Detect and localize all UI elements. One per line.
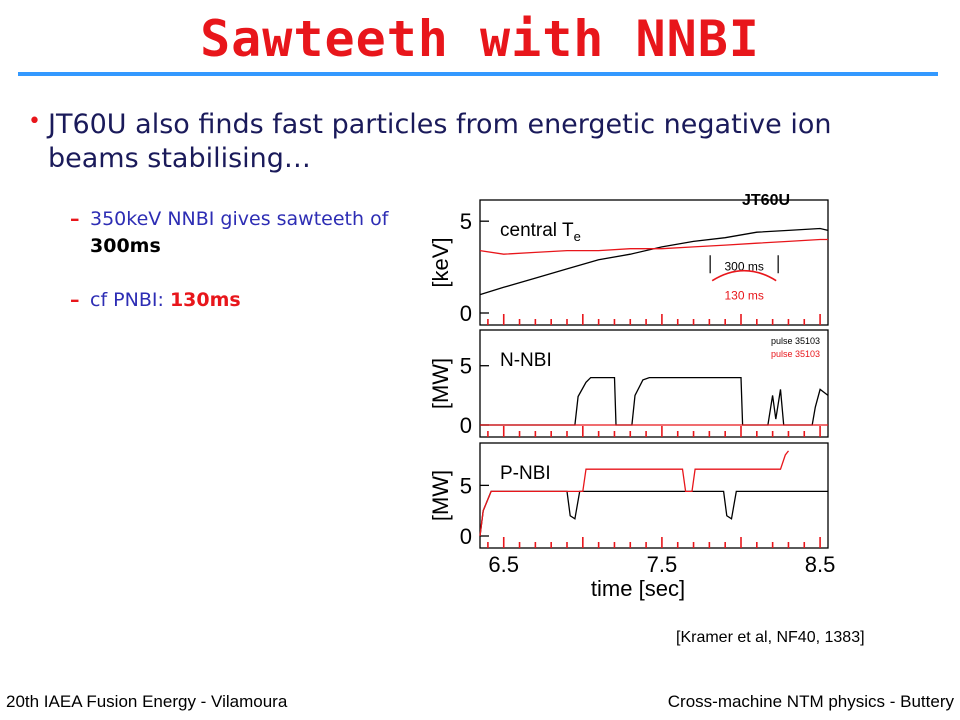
y-axis-label: [MW] [428, 358, 453, 409]
x-tick-label: 8.5 [805, 552, 836, 577]
y-tick-label: 0 [460, 413, 472, 438]
panel-3: 0 5 [MW] P-NBI [428, 442, 829, 549]
x-tick-label: 7.5 [647, 552, 678, 577]
y-tick-label: 5 [460, 473, 472, 498]
y-tick-label: 5 [460, 209, 472, 234]
sub-bullet-text: 350keV NNBI gives sawteeth of 300ms [90, 206, 410, 260]
pnbi-sawtooth-period: 130ms [169, 289, 241, 311]
y-tick-label: 0 [460, 301, 472, 326]
panel-frame [479, 442, 829, 549]
citation: [Kramer et al, NF40, 1383] [676, 629, 865, 646]
sub-bullet-dash: – [70, 208, 80, 230]
series-line [479, 450, 790, 537]
y-axis-label: [MW] [428, 470, 453, 521]
legend-entry: pulse 35103 [771, 349, 820, 359]
title-underline [18, 72, 938, 76]
panel-2: 0 5 [MW] N-NBI pulse 35103 pulse 35103 [428, 329, 829, 438]
panel-frame [479, 199, 829, 326]
y-tick-label: 0 [460, 524, 472, 549]
panel-frame [479, 329, 829, 438]
footer-left: 20th IAEA Fusion Energy - Vilamoura [6, 692, 288, 711]
main-bullet-text: JT60U also finds fast particles from ene… [48, 109, 832, 174]
slide-title: Sawteeth with NNBI [200, 10, 760, 68]
series-line [480, 376, 829, 426]
period-annotation: 300 ms [724, 259, 763, 273]
sub-bullet-text: cf PNBI: 130ms [90, 287, 410, 314]
panel-label: central Te [500, 220, 581, 244]
y-axis-label: [keV] [428, 237, 453, 287]
sub-bullet-pnbi-text: cf PNBI: [90, 289, 170, 311]
period-annotation: 130 ms [724, 289, 763, 303]
footer-right: Cross-machine NTM physics - Buttery [667, 692, 954, 711]
nnbi-sawtooth-period: 300ms [90, 235, 161, 257]
panel-1: 0 5 [keV] central Te 300 ms 130 ms [428, 199, 829, 326]
series-line [479, 490, 828, 537]
bullet-dot: • [28, 109, 41, 134]
y-tick-label: 5 [460, 354, 472, 379]
sub-bullet-nnbi-text: 350keV NNBI gives sawteeth of [90, 208, 389, 230]
x-tick-label: 6.5 [488, 552, 519, 577]
legend-entry: pulse 35103 [771, 336, 820, 346]
panel-label: N-NBI [500, 350, 552, 371]
x-axis-label: time [sec] [591, 576, 685, 601]
sub-bullet-dash: – [70, 289, 80, 311]
panel-label-subscript: e [574, 229, 581, 244]
period-arc [711, 269, 777, 282]
series-line [479, 238, 828, 255]
panel-label: P-NBI [500, 463, 551, 484]
series-line [479, 227, 829, 296]
